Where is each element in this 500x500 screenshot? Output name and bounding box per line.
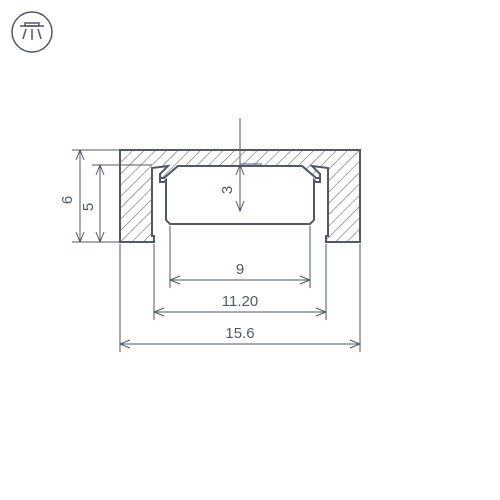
dim-slot-width: 9 — [236, 261, 244, 278]
diagram-canvas: 6 5 3 9 11.20 15.6 — [0, 0, 500, 500]
dim-height-outer: 6 — [59, 196, 76, 204]
dim-lip-depth: 3 — [219, 186, 236, 194]
dim-outer-width: 15.6 — [225, 325, 254, 342]
dim-inner-width: 11.20 — [222, 293, 258, 310]
downlight-icon — [12, 12, 52, 52]
dim-height-inner: 5 — [80, 203, 97, 211]
